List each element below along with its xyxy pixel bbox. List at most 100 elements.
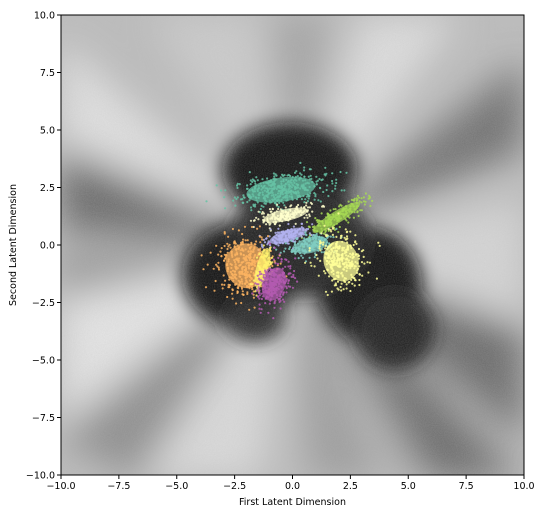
scatter-point (344, 212, 347, 216)
scatter-point (347, 259, 350, 262)
scatter-point (305, 204, 308, 207)
scatter-point (291, 286, 295, 289)
scatter-point (278, 280, 281, 283)
scatter-point (258, 273, 261, 276)
scatter-point (304, 241, 307, 244)
scatter-point (214, 279, 217, 283)
scatter-point (354, 234, 357, 237)
scatter-point (304, 179, 307, 182)
scatter-point (263, 259, 266, 262)
scatter-point (277, 268, 280, 271)
scatter-point (315, 232, 318, 236)
scatter-point (234, 253, 237, 256)
scatter-point (311, 180, 314, 183)
scatter-point (341, 275, 344, 278)
scatter-point (250, 270, 253, 273)
scatter-point (313, 265, 316, 268)
scatter-point (305, 201, 308, 204)
scatter-point (260, 204, 263, 207)
scatter-point (231, 297, 234, 300)
scatter-point (289, 267, 292, 270)
scatter-point (224, 279, 227, 282)
scatter-point (284, 265, 287, 268)
scatter-point (261, 191, 264, 194)
scatter-point (282, 180, 285, 183)
scatter-point (258, 192, 261, 195)
scatter-point (231, 269, 235, 272)
scatter-point (233, 260, 237, 264)
scatter-point (280, 180, 283, 183)
scatter-point (344, 277, 347, 280)
scatter-point (326, 247, 329, 250)
scatter-point (293, 269, 296, 273)
scatter-point (266, 195, 269, 199)
scatter-point (308, 213, 311, 216)
scatter-point (282, 292, 285, 295)
scatter-point (237, 279, 240, 282)
scatter-point (330, 290, 333, 293)
scatter-point (339, 234, 343, 238)
scatter-point (253, 260, 257, 263)
scatter-point (339, 285, 342, 289)
scatter-point (236, 290, 239, 294)
scatter-point (327, 229, 330, 232)
scatter-point (247, 250, 250, 253)
scatter-point (299, 232, 302, 235)
scatter-point (324, 247, 327, 250)
scatter-point (226, 270, 229, 273)
scatter-point (215, 244, 218, 247)
scatter-point (282, 230, 285, 233)
scatter-point (264, 286, 267, 289)
scatter-point (313, 198, 316, 201)
scatter-point (337, 230, 340, 234)
scatter-point (250, 241, 253, 244)
scatter-point (308, 237, 311, 240)
scatter-point (319, 200, 322, 203)
scatter-point (242, 257, 245, 260)
scatter-point (291, 183, 294, 186)
scatter-point (362, 255, 365, 258)
scatter-point (322, 190, 325, 194)
scatter-point (261, 193, 264, 196)
scatter-point (275, 178, 278, 181)
scatter-point (272, 287, 275, 290)
scatter-point (355, 207, 358, 210)
scatter-point (281, 267, 284, 270)
scatter-point (252, 279, 255, 282)
scatter-point (246, 184, 249, 187)
scatter-point (256, 295, 260, 298)
scatter-point (274, 193, 277, 196)
scatter-point (254, 243, 257, 246)
scatter-point (262, 215, 265, 218)
scatter-point (316, 179, 319, 182)
scatter-point (275, 210, 278, 213)
scatter-point (354, 265, 357, 268)
scatter-point (281, 191, 284, 194)
scatter-point (292, 215, 295, 219)
scatter-point (235, 197, 238, 201)
scatter-point (222, 274, 225, 277)
scatter-point (305, 221, 309, 224)
scatter-point (273, 175, 276, 178)
scatter-point (276, 203, 279, 206)
scatter-point (290, 189, 293, 192)
scatter-point (313, 185, 316, 188)
scatter-point (347, 208, 350, 212)
scatter-point (249, 183, 252, 186)
scatter-point (244, 239, 247, 242)
scatter-point (332, 255, 335, 258)
scatter-point (272, 172, 275, 175)
scatter-point (228, 276, 231, 279)
scatter-point (302, 187, 305, 190)
scatter-point (284, 185, 287, 188)
scatter-point (308, 256, 311, 259)
scatter-point (271, 187, 274, 190)
cluster-2 (249, 201, 326, 232)
scatter-point (230, 263, 233, 266)
scatter-point (356, 194, 359, 197)
scatter-point (342, 268, 346, 271)
scatter-point (297, 257, 300, 260)
scatter-point (262, 291, 265, 294)
scatter-point (279, 195, 282, 198)
scatter-point (287, 215, 290, 218)
